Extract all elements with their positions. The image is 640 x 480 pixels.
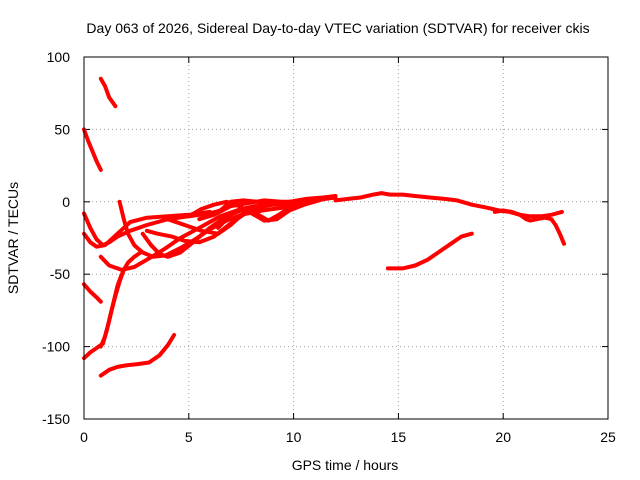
- series-line-s2: [82, 127, 103, 172]
- chart-title: Day 063 of 2026, Sidereal Day-to-day VTE…: [86, 20, 589, 36]
- x-tick-label: 25: [600, 429, 616, 445]
- series-line-s1: [98, 76, 118, 109]
- y-tick-label: -50: [50, 266, 70, 282]
- x-tick-label: 20: [495, 429, 511, 445]
- x-axis-label: GPS time / hours: [292, 457, 399, 473]
- x-tick-label: 10: [286, 429, 302, 445]
- series-line-s19: [385, 231, 474, 271]
- y-tick-label: -100: [42, 339, 70, 355]
- series-line-s4: [82, 209, 212, 249]
- y-axis-label: SDTVAR / TECUs: [5, 182, 21, 294]
- axis-layer: 0 5 10 15 20 25 -150 -100 -50 0 50 100: [42, 49, 616, 445]
- grid-layer: [84, 57, 608, 419]
- y-tick-label: 50: [54, 121, 70, 137]
- series-line-s17: [98, 333, 177, 378]
- x-tick-label: 0: [80, 429, 88, 445]
- y-tick-label: 100: [47, 49, 71, 65]
- x-tick-label: 5: [185, 429, 193, 445]
- series-line-s15: [82, 282, 103, 304]
- series-line-s13: [197, 195, 334, 222]
- x-tick-label: 15: [391, 429, 407, 445]
- series-line-s16: [98, 272, 124, 349]
- series-line-s18: [333, 191, 564, 219]
- series-line-s20: [492, 208, 566, 246]
- series-line-s11: [216, 195, 338, 230]
- y-tick-label: 0: [62, 194, 70, 210]
- y-tick-label: -150: [42, 411, 70, 427]
- series-layer: [82, 76, 566, 378]
- plot-frame: [83, 56, 609, 420]
